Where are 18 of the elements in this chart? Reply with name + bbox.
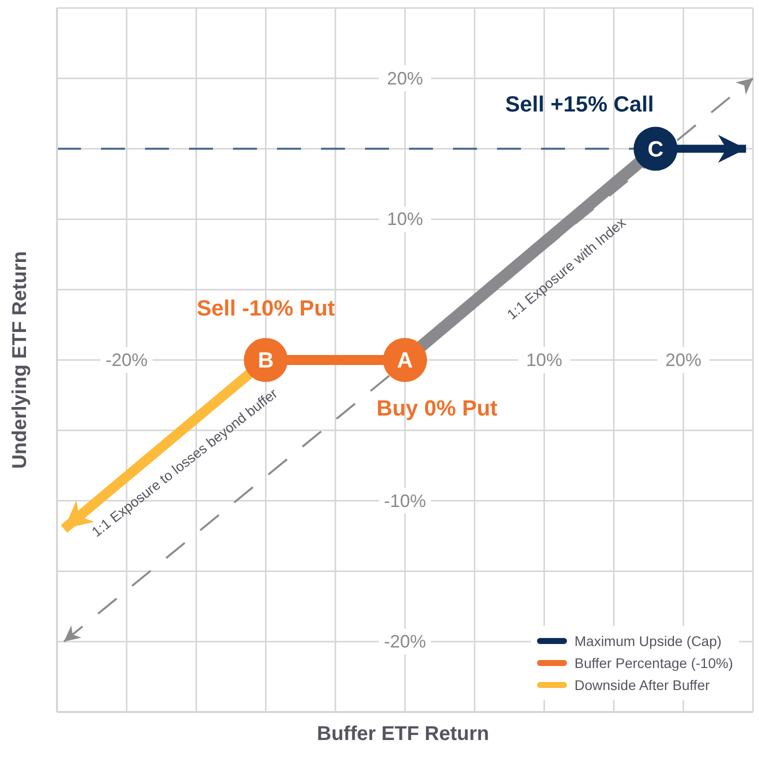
x-axis-title: Buffer ETF Return (316, 723, 490, 746)
x-tick-label: 10% (526, 350, 562, 370)
legend-label: Downside After Buffer (574, 676, 711, 695)
x-tick-label: -20% (106, 350, 148, 370)
annotation: Buy 0% Put (376, 396, 498, 420)
y-tick-label: 20% (386, 68, 424, 88)
data-label: A (397, 348, 414, 372)
legend-label: Maximum Upside (Cap) (574, 632, 723, 651)
legend-label: Buffer Percentage (-10%) (574, 654, 733, 673)
y-tick-label: -10% (384, 490, 426, 511)
y-axis-title: Underlying ETF Return (9, 250, 32, 471)
annotation: Sell +15% Call (505, 91, 654, 116)
data-label: B (258, 348, 274, 372)
annotation: Sell -10% Put (196, 296, 336, 320)
y-tick-label: -20% (384, 632, 426, 652)
y-tick-label: 10% (386, 209, 424, 230)
data-label: C (648, 136, 664, 162)
x-tick-label: 20% (665, 350, 702, 370)
